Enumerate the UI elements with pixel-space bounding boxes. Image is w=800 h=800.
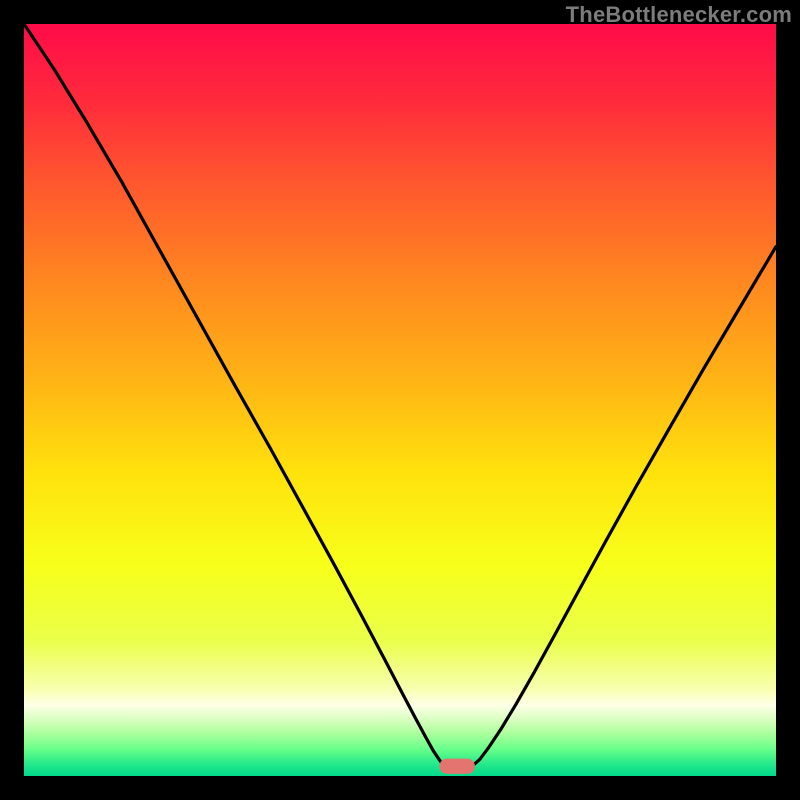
plot-area — [24, 24, 776, 776]
watermark-text: TheBottlenecker.com — [566, 2, 792, 28]
optimal-point-marker — [440, 759, 475, 773]
